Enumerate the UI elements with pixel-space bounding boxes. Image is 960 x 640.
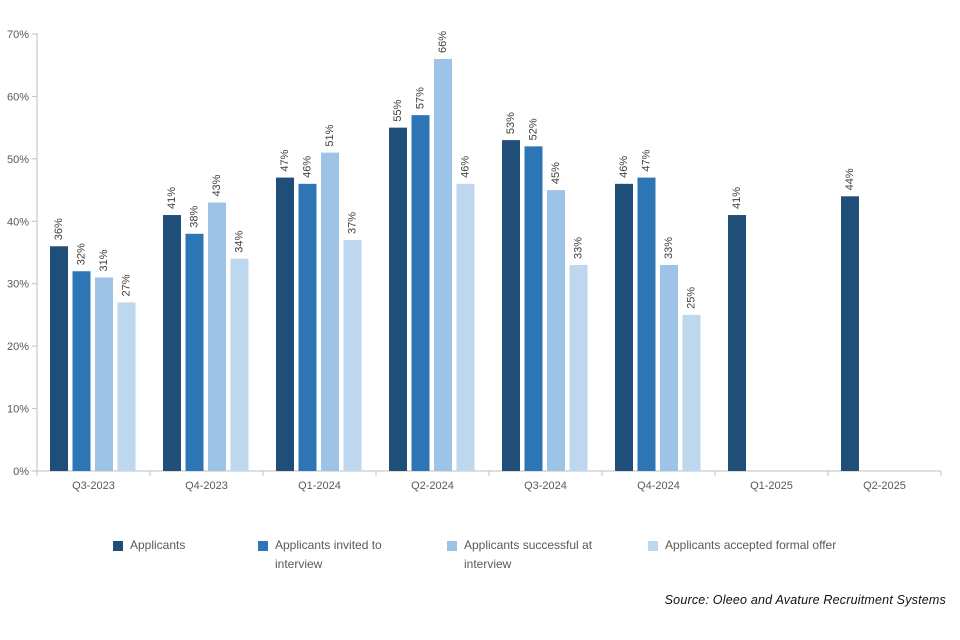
bar-value-label: 53% xyxy=(505,112,517,134)
bar-value-label: 51% xyxy=(324,124,336,146)
bar xyxy=(682,314,701,471)
bar-value-label: 45% xyxy=(550,162,562,184)
bar-value-label: 46% xyxy=(618,156,630,178)
bar-value-label: 32% xyxy=(76,243,88,265)
legend-label: Applicants accepted formal offer xyxy=(665,538,837,552)
bar xyxy=(411,115,430,472)
legend-item: Applicants xyxy=(113,536,185,555)
bar xyxy=(95,277,113,471)
legend-item: Applicants invited to interview xyxy=(258,536,393,574)
legend-item: Applicants accepted formal offer xyxy=(648,536,836,555)
bar-value-label: 66% xyxy=(437,31,449,53)
bar xyxy=(434,58,452,471)
bar xyxy=(456,183,475,472)
bar xyxy=(276,177,294,472)
bar-value-label: 34% xyxy=(234,231,246,253)
bar xyxy=(524,146,543,471)
bar xyxy=(321,152,339,471)
bar xyxy=(569,264,588,471)
x-axis-category-label: Q3-2024 xyxy=(524,480,567,492)
bar-value-label: 31% xyxy=(98,249,110,271)
bar-value-label: 46% xyxy=(460,156,472,178)
bar xyxy=(117,302,136,471)
bar xyxy=(72,271,91,471)
legend-swatch xyxy=(258,541,268,551)
y-axis-tick-label: 40% xyxy=(7,216,29,228)
legend-item: Applicants successful at interview xyxy=(447,536,599,574)
bar-value-label: 57% xyxy=(415,87,427,109)
legend-label: Applicants successful at interview xyxy=(464,538,593,571)
bar-value-label: 27% xyxy=(121,274,133,296)
bar-value-label: 41% xyxy=(166,187,178,209)
bar xyxy=(615,183,633,472)
y-axis-tick-label: 50% xyxy=(7,154,29,166)
x-axis-category-label: Q1-2025 xyxy=(750,480,793,492)
bar-value-label: 47% xyxy=(641,149,653,171)
bar-value-label: 25% xyxy=(686,287,698,309)
y-axis-tick-label: 60% xyxy=(7,91,29,103)
legend-swatch xyxy=(648,541,658,551)
y-axis-tick-label: 30% xyxy=(7,279,29,291)
bar xyxy=(547,190,565,472)
bar xyxy=(185,233,204,471)
bar xyxy=(163,215,181,471)
x-axis-category-label: Q2-2025 xyxy=(863,480,906,492)
x-axis-category-label: Q4-2024 xyxy=(637,480,680,492)
bar xyxy=(50,246,68,471)
bar-value-label: 43% xyxy=(211,174,223,196)
bar xyxy=(208,202,226,472)
chart-legend: Applicants Applicants invited to intervie… xyxy=(0,536,960,588)
y-axis-tick-label: 10% xyxy=(7,404,29,416)
x-axis-category-label: Q1-2024 xyxy=(298,480,341,492)
bar-value-label: 46% xyxy=(302,156,314,178)
bar xyxy=(389,127,407,472)
bar xyxy=(298,183,317,472)
bar xyxy=(343,240,362,471)
bar-value-label: 52% xyxy=(528,118,540,140)
bar-value-label: 41% xyxy=(731,187,743,209)
bar-chart: 0% 10% 20% 30% 40% 50% 60% 70% Q3-2023 Q4-2023 Q1-… xyxy=(7,29,942,492)
y-axis-tick-label: 0% xyxy=(13,466,29,478)
bar xyxy=(637,177,656,472)
bar-value-label: 33% xyxy=(573,237,585,259)
x-axis-category-label: Q3-2023 xyxy=(72,480,115,492)
bar xyxy=(841,196,859,472)
bar-value-label: 36% xyxy=(53,218,65,240)
legend-swatch xyxy=(447,541,457,551)
bar xyxy=(660,264,678,471)
bar-value-label: 38% xyxy=(189,206,201,228)
bar xyxy=(728,215,746,471)
bar-value-label: 47% xyxy=(279,149,291,171)
source-note: Source: Oleeo and Avature Recruitment Sy… xyxy=(664,593,946,607)
bar xyxy=(502,140,520,471)
x-axis-category-label: Q4-2023 xyxy=(185,480,228,492)
y-axis-tick-label: 20% xyxy=(7,341,29,353)
bar-value-label: 37% xyxy=(347,212,359,234)
bar-value-label: 33% xyxy=(663,237,675,259)
bar-value-label: 44% xyxy=(844,168,856,190)
legend-label: Applicants invited to interview xyxy=(275,538,382,571)
legend-label: Applicants xyxy=(130,538,186,552)
y-axis-tick-label: 70% xyxy=(7,29,29,41)
x-axis-category-label: Q2-2024 xyxy=(411,480,454,492)
legend-swatch xyxy=(113,541,123,551)
bar-value-label: 55% xyxy=(392,99,404,121)
bar xyxy=(230,258,249,471)
